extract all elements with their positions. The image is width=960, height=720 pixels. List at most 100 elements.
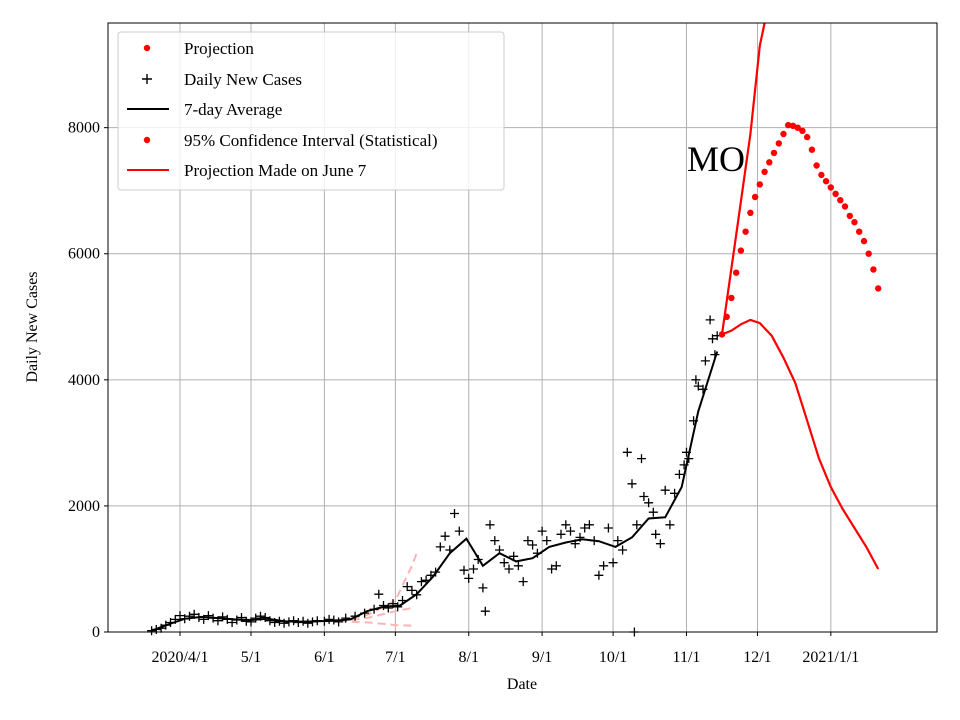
daily-case-marker [194,613,204,622]
daily-case-marker [509,551,519,561]
daily-case-marker [594,570,604,580]
daily-case-marker [388,599,398,609]
daily-case-marker [627,479,637,489]
daily-case-marker [246,617,256,627]
daily-case-marker [412,590,422,600]
projection-point [865,250,872,257]
projection-point [856,228,863,235]
daily-case-marker [218,612,228,622]
daily-case-marker [450,509,459,518]
daily-case-marker [329,615,339,625]
daily-case-marker [660,485,670,495]
projection-point [870,266,877,273]
daily-case-marker [166,618,175,627]
daily-case-marker [334,617,344,627]
daily-case-marker [421,575,431,585]
daily-case-marker [147,626,157,636]
daily-case-marker [279,618,289,628]
daily-case-marker [298,616,308,626]
seven-day-average-line [151,351,719,632]
daily-case-marker [303,618,313,628]
daily-case-marker [499,558,509,568]
legend-label-confidence: 95% Confidence Interval (Statistical) [184,131,438,150]
daily-case-marker [199,614,209,624]
daily-case-marker [523,536,533,546]
y-tick-label: 0 [92,624,100,641]
x-tick-label: 12/1 [743,649,771,666]
y-tick-label: 8000 [68,120,100,137]
daily-case-marker [473,555,483,564]
confidence-interval-line [720,23,766,335]
daily-case-marker [644,498,654,508]
projection-point [851,219,858,226]
daily-case-marker [670,488,680,498]
daily-case-marker [613,536,623,546]
daily-case-marker [542,536,552,546]
daily-case-marker [674,469,684,479]
daily-case-marker [648,507,658,517]
daily-case-marker [513,561,523,571]
daily-case-marker [232,615,242,625]
projection-point [860,237,868,245]
plot-frame [107,22,938,633]
daily-case-marker [700,356,710,366]
daily-case-marker [570,539,580,549]
daily-case-marker [265,616,275,626]
daily-case-marker [222,614,232,624]
plot-data [147,23,882,637]
daily-case-marker [691,375,701,385]
daily-case-marker [237,613,246,622]
daily-case-marker [584,520,594,530]
daily-case-marker [308,617,317,627]
projection-point [737,247,745,254]
daily-case-marker [622,447,632,457]
projection-point [756,181,763,188]
daily-case-marker [518,577,528,587]
x-tick-label: 2021/1/1 [802,649,859,666]
daily-case-marker [490,536,500,546]
daily-case-marker [637,454,646,464]
daily-case-marker [693,381,703,391]
daily-case-marker [180,614,190,624]
june-projection-band-line [338,607,413,623]
daily-case-marker [705,315,715,325]
projection-point [751,193,759,201]
daily-case-marker [151,625,161,634]
projection-point [733,269,740,276]
projection-point [742,228,749,235]
daily-case-marker [710,350,720,360]
daily-case-marker [480,606,490,616]
projection-point [761,168,768,175]
daily-case-marker [369,604,379,614]
confidence-interval-line [721,318,880,570]
daily-case-marker [185,611,194,621]
daily-case-marker [495,545,504,555]
projection-point [780,130,787,138]
daily-case-marker [435,542,445,552]
daily-case-marker [227,618,237,627]
daily-case-marker [689,416,699,426]
daily-case-marker [251,613,261,623]
daily-case-marker [203,611,213,621]
daily-case-marker [599,561,609,571]
daily-case-marker [679,460,689,470]
daily-case-marker [708,334,717,344]
daily-case-marker [170,614,180,624]
chart-annotation: MO [687,139,745,179]
legend-marker-confidence [143,136,151,144]
projection-point [770,149,778,157]
daily-case-marker [580,523,590,533]
daily-case-marker [293,618,303,627]
legend-label-projection: Projection [184,39,254,58]
projection-point [837,197,844,204]
daily-case-marker [189,609,199,619]
projection-point [718,331,726,338]
axes: 2020/4/1 5/1 6/1 7/1 8/1 9/1 10/1 11/1 12/1 2021/… [68,120,859,666]
daily-case-marker [270,618,280,627]
y-tick-label: 6000 [68,246,100,263]
legend-marker-daily-cases [142,74,152,84]
legend-label-average: 7-day Average [184,100,282,119]
daily-case-marker [551,561,561,571]
daily-case-marker [469,564,478,574]
daily-case-marker [175,611,185,621]
